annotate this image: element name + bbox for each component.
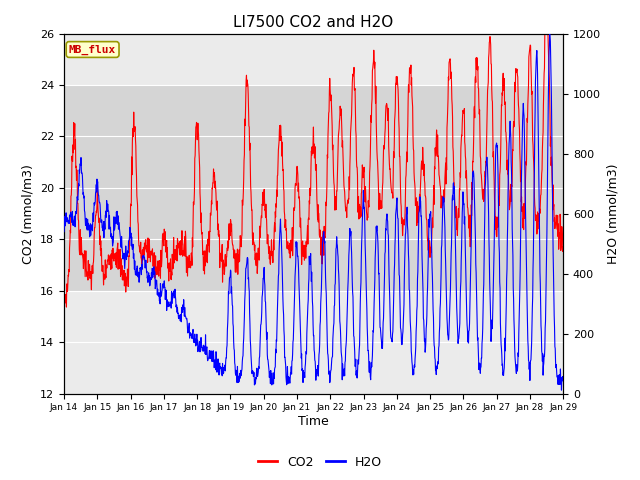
Text: MB_flux: MB_flux	[69, 44, 116, 55]
Y-axis label: CO2 (mmol/m3): CO2 (mmol/m3)	[22, 164, 35, 264]
Bar	[64, 85, 563, 291]
Title: LI7500 CO2 and H2O: LI7500 CO2 and H2O	[234, 15, 394, 30]
Legend: CO2, H2O: CO2, H2O	[253, 451, 387, 474]
Y-axis label: H2O (mmol/m3): H2O (mmol/m3)	[607, 163, 620, 264]
X-axis label: Time: Time	[298, 415, 329, 428]
